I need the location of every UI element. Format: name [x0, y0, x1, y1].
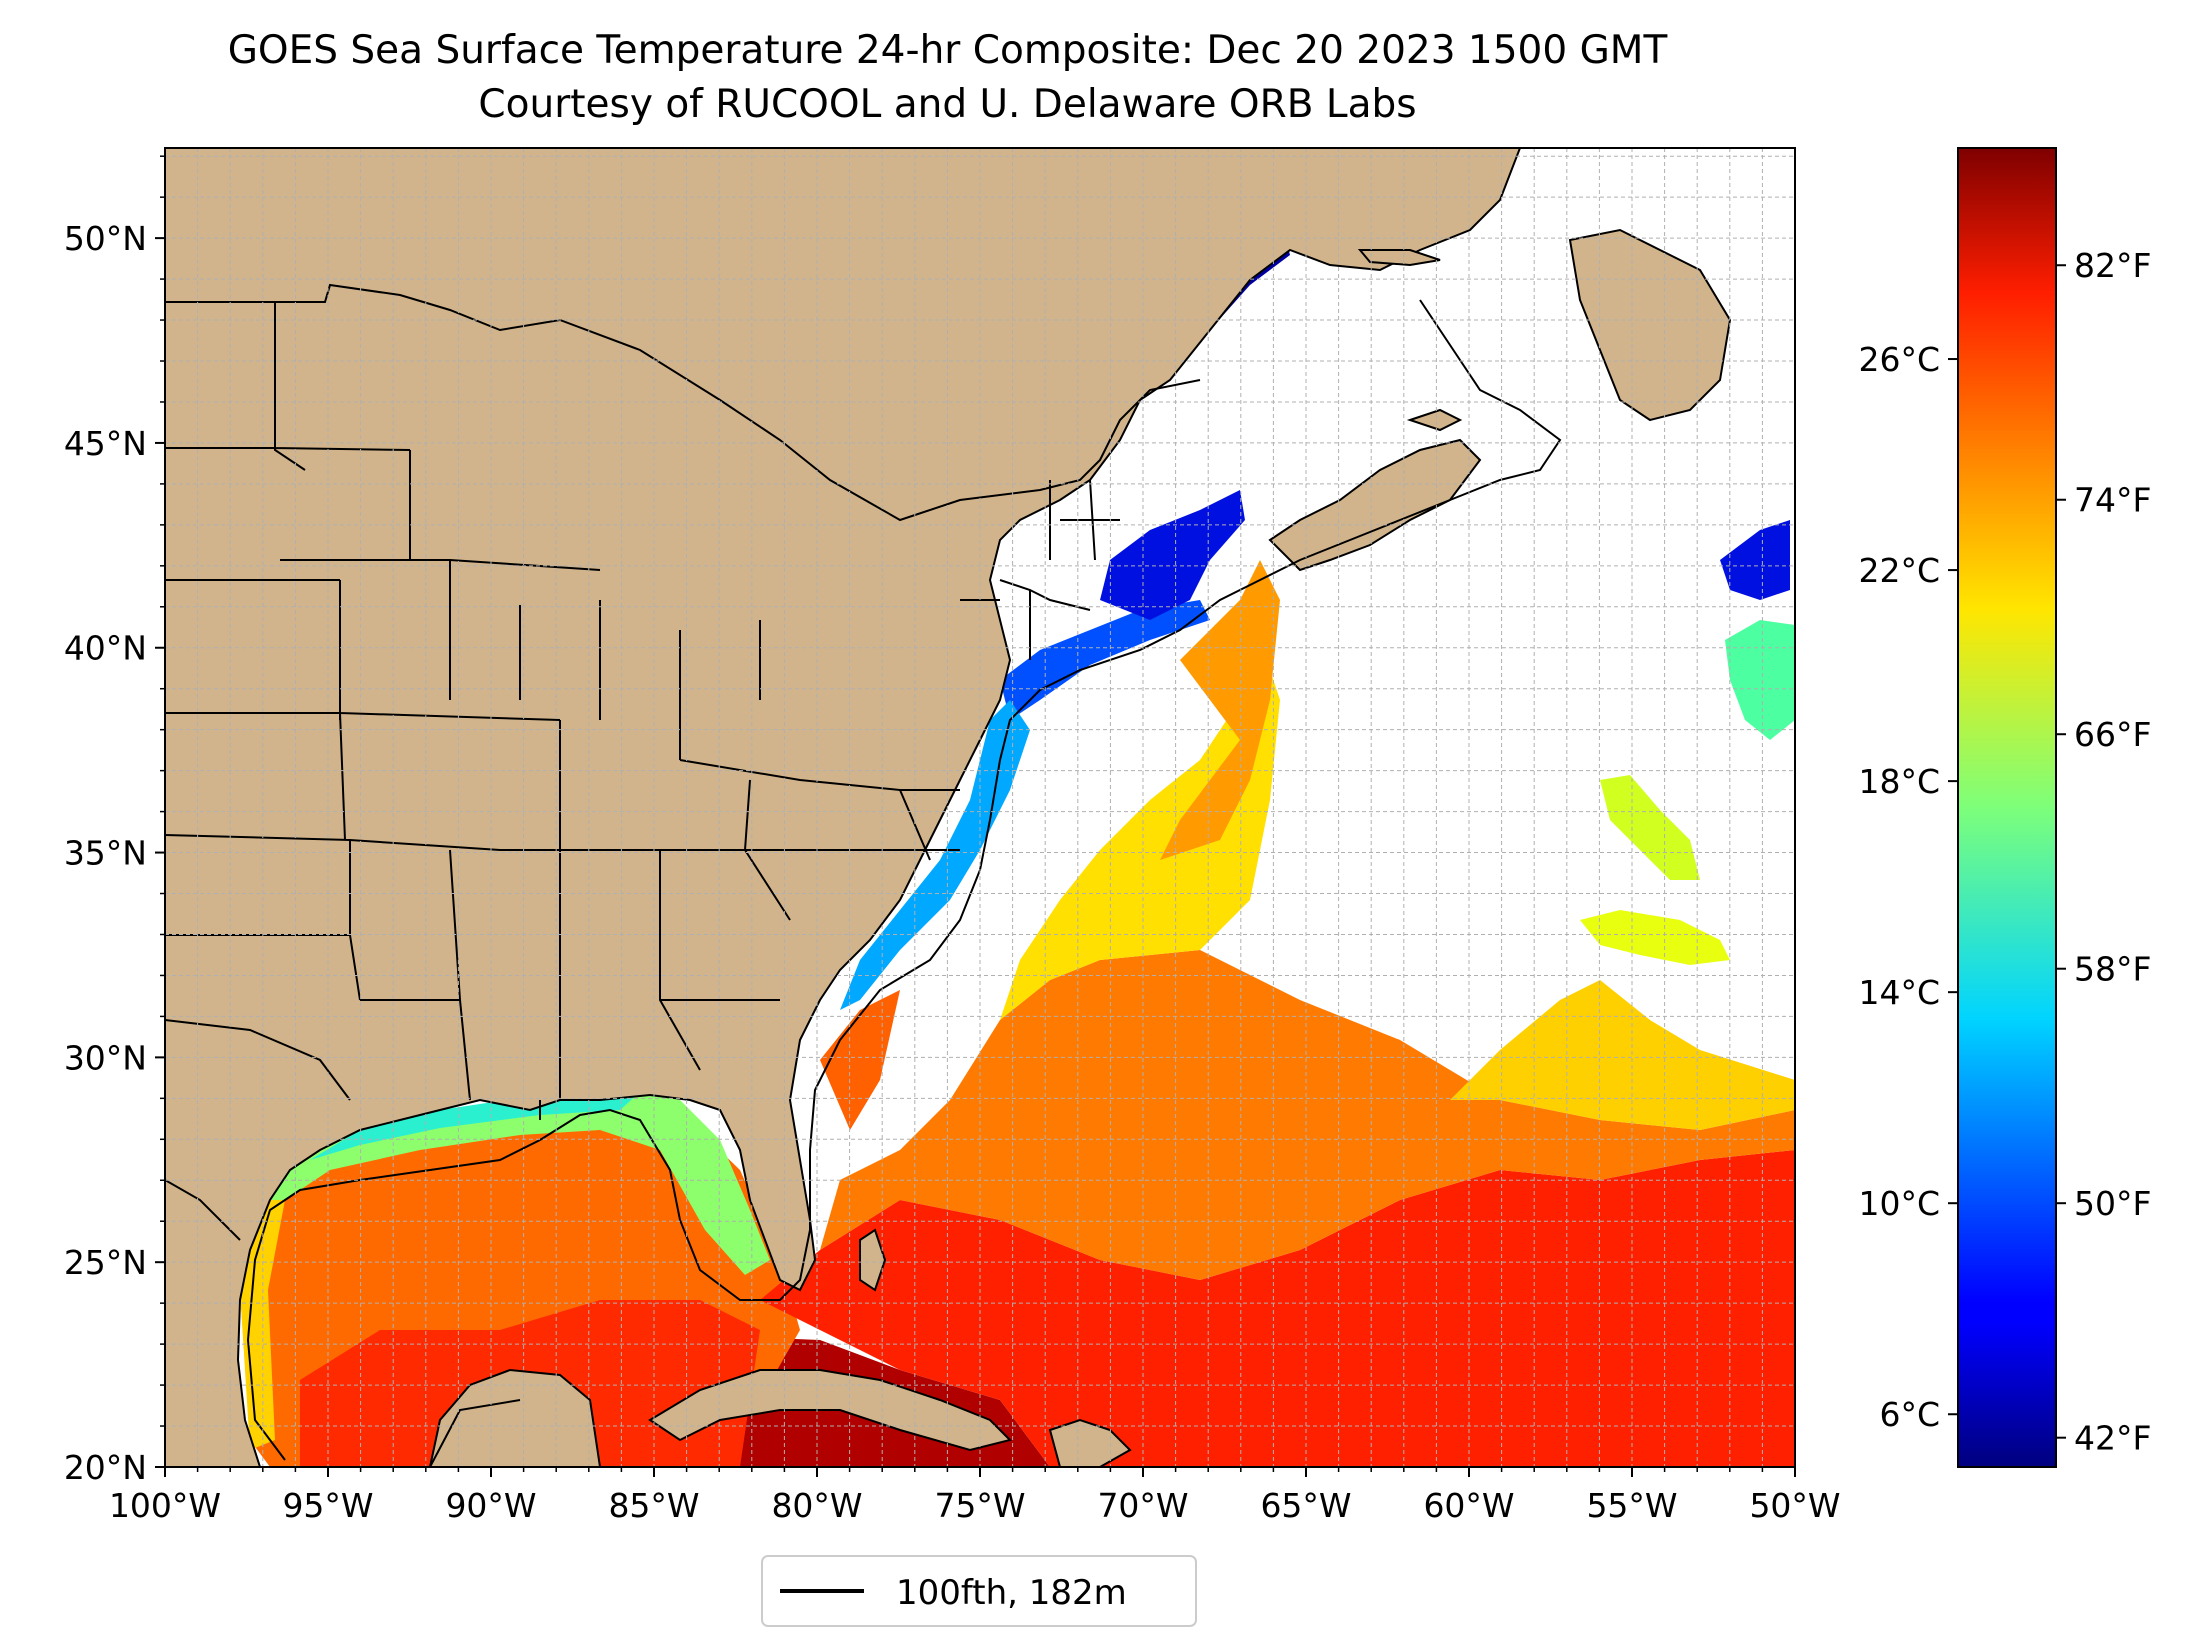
colorbar-celsius-axis: 6°C 10°C 14°C 18°C 22°C 26°C [1858, 340, 1958, 1434]
legend: 100fth, 182m [761, 1555, 1197, 1627]
lat-tick-label: 25°N [64, 1243, 147, 1282]
lat-tick-label: 45°N [64, 424, 147, 463]
colorbar-fahrenheit-axis: 42°F 50°F 58°F 66°F 74°F 82°F [2056, 246, 2151, 1458]
state-lines-south [165, 999, 541, 1120]
latitude-axis: 20°N 25°N 30°N 35°N 40°N 45°N 50°N [64, 155, 165, 1487]
lon-tick-label: 65°W [1260, 1486, 1351, 1525]
sst-atlantic-orange [820, 950, 1795, 1280]
sst-gulf-shelf-cyan [310, 1090, 640, 1160]
legend-isobath-label: 100fth, 182m [896, 1573, 1127, 1613]
lat-tick-label: 30°N [64, 1038, 147, 1077]
legend-box [761, 1555, 1197, 1627]
colorbar: 6°C 10°C 14°C 18°C 22°C 26°C 42°F 50°F 58°F 66°F… [1858, 147, 2151, 1468]
nova-scotia-land [1268, 438, 1482, 572]
isobath-100fth [246, 299, 1562, 1461]
lon-tick-label: 100°W [109, 1486, 221, 1525]
sst-gulf-of-maine-blue [1100, 490, 1245, 620]
lon-tick-label: 60°W [1423, 1486, 1514, 1525]
map-title: GOES Sea Surface Temperature 24-hr Compo… [227, 28, 1668, 73]
bahamas-andros-land [859, 1228, 887, 1292]
colorbar-fahrenheit-label: 66°F [2074, 715, 2151, 754]
colorbar-fahrenheit-label: 58°F [2074, 950, 2151, 989]
lat-tick-label: 20°N [64, 1448, 147, 1487]
colorbar-fahrenheit-label: 74°F [2074, 481, 2151, 520]
sst-florida-shelf-orange [820, 990, 900, 1130]
mexico-boundary [165, 1179, 521, 1467]
lon-tick-label: 75°W [934, 1486, 1025, 1525]
land [165, 148, 1732, 1467]
lon-tick-label: 50°W [1749, 1486, 1840, 1525]
sst-ne-shelf-blue [1000, 600, 1210, 720]
sst-atlantic-ne-yellow [1450, 980, 1795, 1130]
lon-tick-label: 90°W [445, 1486, 536, 1525]
sst-atlantic-yellow [1000, 640, 1280, 1020]
lat-tick-label: 35°N [64, 834, 147, 873]
lon-tick-label: 95°W [282, 1486, 373, 1525]
colorbar-celsius-label: 14°C [1858, 973, 1940, 1012]
political-boundaries [165, 283, 1201, 1467]
lon-tick-label: 55°W [1586, 1486, 1677, 1525]
anticosti-land [1357, 249, 1441, 267]
map-panel [164, 147, 1796, 1468]
pei-land [1406, 408, 1463, 432]
colorbar-celsius-label: 18°C [1858, 762, 1940, 801]
gridlines [165, 148, 1795, 1467]
lon-tick-label: 80°W [771, 1486, 862, 1525]
colorbar-fahrenheit-label: 82°F [2074, 246, 2151, 285]
lon-tick-label: 70°W [1097, 1486, 1188, 1525]
boundary-us-canada [165, 283, 1201, 522]
colorbar-celsius-label: 22°C [1858, 551, 1940, 590]
lon-tick-label: 85°W [608, 1486, 699, 1525]
sst-scotian-green [1725, 620, 1795, 740]
colorbar-fahrenheit-label: 50°F [2074, 1184, 2151, 1223]
sst-straits-red [760, 1150, 1795, 1467]
lat-tick-label: 40°N [64, 629, 147, 668]
map-subtitle: Courtesy of RUCOOL and U. Delaware ORB L… [478, 82, 1417, 127]
sst-mab-shelf-cyan [840, 700, 1030, 1010]
sst-patch-offshore-lime [1600, 775, 1700, 880]
lat-tick-label: 50°N [64, 219, 147, 258]
sst-patch-offshore-yellow [1580, 910, 1730, 965]
colorbar-gradient [1957, 147, 2057, 1468]
colorbar-celsius-label: 26°C [1858, 340, 1940, 379]
yucatan-land [428, 1368, 602, 1467]
colorbar-celsius-label: 6°C [1879, 1395, 1940, 1434]
newfoundland-land [1568, 228, 1732, 422]
north-america-land [165, 148, 1522, 1467]
sst-patch-grand-banks-blue [1720, 520, 1790, 600]
sst-gulfstream-north [1160, 560, 1280, 860]
colorbar-celsius-label: 10°C [1858, 1184, 1940, 1223]
longitude-axis: 100°W 95°W 90°W 85°W 80°W 75°W 70°W 65°W 60°W 55°… [109, 1467, 1841, 1525]
cuba-land [648, 1369, 1012, 1452]
colorbar-fahrenheit-label: 42°F [2074, 1419, 2151, 1458]
